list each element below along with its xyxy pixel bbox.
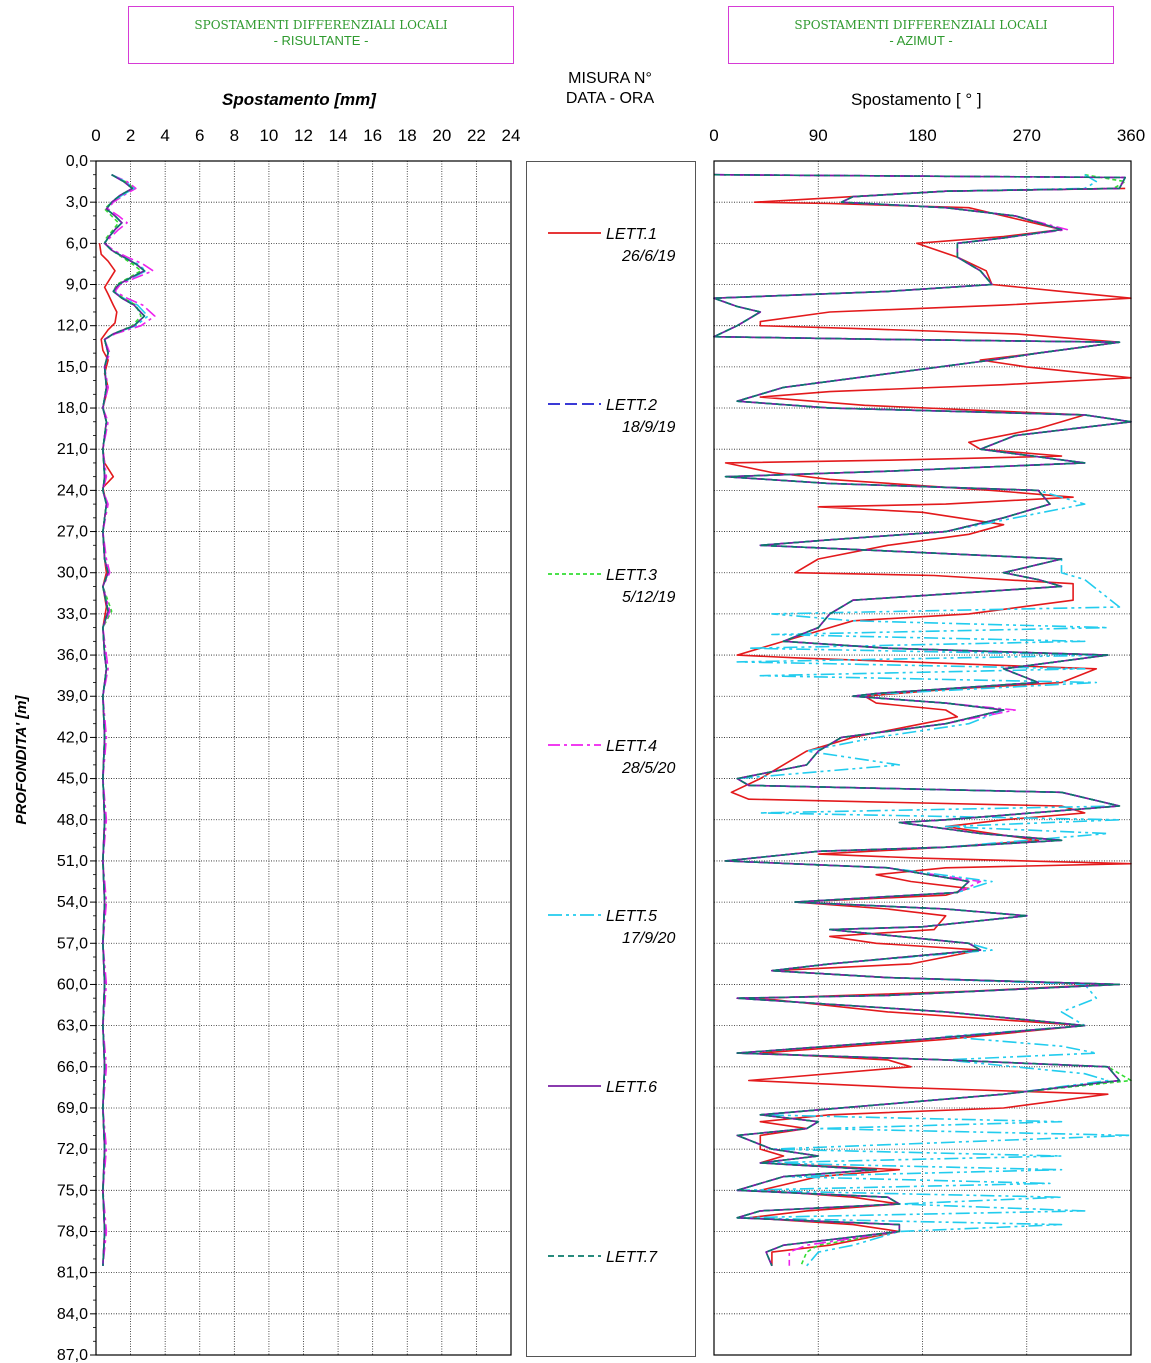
x-tick-label: 6 (195, 126, 204, 145)
y-tick-label: 3,0 (66, 194, 88, 211)
left-x-axis-title: Spostamento [mm] (222, 90, 376, 109)
plot-area (96, 161, 511, 1355)
x-tick-label: 2 (126, 126, 135, 145)
y-tick-label: 72,0 (57, 1141, 88, 1158)
legend-label-lett1: LETT.1 (606, 226, 657, 243)
y-tick-label: 0,0 (66, 153, 88, 170)
y-tick-label: 18,0 (57, 400, 88, 417)
y-tick-label: 6,0 (66, 235, 88, 252)
y-tick-label: 21,0 (57, 441, 88, 458)
x-tick-label: 0 (709, 126, 718, 145)
y-tick-label: 48,0 (57, 812, 88, 829)
y-tick-label: 63,0 (57, 1018, 88, 1035)
x-tick-label: 10 (259, 126, 278, 145)
plot-border (95, 160, 512, 1356)
legend-items: LETT.1 26/6/19 LETT.2 18/9/19 LETT.3 5/12/19 L… (548, 226, 675, 1266)
y-axis-title: PROFONDITA' [m] (13, 694, 30, 824)
legend-label-lett2: LETT.2 (606, 397, 657, 414)
y-tick-label: 12,0 (57, 318, 88, 335)
y-tick-label: 81,0 (57, 1265, 88, 1282)
x-tick-label: 24 (502, 126, 521, 145)
legend-label-lett5: LETT.5 (606, 908, 657, 925)
legend-header-line2: DATA - ORA (565, 90, 655, 107)
y-tick-label: 9,0 (66, 277, 88, 294)
x-tick-label: 20 (432, 126, 451, 145)
x-tick-label: 90 (809, 126, 828, 145)
y-tick-label: 69,0 (57, 1100, 88, 1117)
left-title-line1: SPOSTAMENTI DIFFERENZIALI LOCALI (194, 18, 448, 32)
x-tick-label: 12 (294, 126, 313, 145)
y-tick-label: 36,0 (57, 647, 88, 664)
legend-date-lett2: 18/9/19 (622, 419, 675, 436)
x-tick-label: 8 (230, 126, 239, 145)
y-tick-label: 60,0 (57, 976, 88, 993)
y-tick-label: 84,0 (57, 1306, 88, 1323)
y-tick-label: 45,0 (57, 771, 88, 788)
legend-label-lett6: LETT.6 (606, 1079, 657, 1096)
y-tick-label: 42,0 (57, 729, 88, 746)
x-tick-label: 18 (398, 126, 417, 145)
right-title-line1: SPOSTAMENTI DIFFERENZIALI LOCALI (794, 18, 1048, 32)
legend-header: MISURA N° DATA - ORA (530, 69, 690, 109)
x-tick-label: 360 (1117, 126, 1145, 145)
y-tick-label: 15,0 (57, 359, 88, 376)
x-tick-label: 14 (329, 126, 348, 145)
plot-border (713, 160, 1132, 1356)
legend-date-lett1: 26/6/19 (621, 248, 675, 265)
x-tick-label: 270 (1013, 126, 1041, 145)
y-tick-label: 78,0 (57, 1223, 88, 1240)
x-tick-label: 4 (160, 126, 169, 145)
x-tick-label: 0 (91, 126, 100, 145)
y-tick-label: 39,0 (57, 688, 88, 705)
right-title-line2: - AZIMUT - (889, 33, 953, 48)
series-line-lett7 (713, 173, 1132, 1267)
legend-label-lett4: LETT.4 (606, 738, 657, 755)
y-tick-label: 66,0 (57, 1059, 88, 1076)
legend-date-lett5: 17/9/20 (622, 930, 675, 947)
left-title-box: SPOSTAMENTI DIFFERENZIALI LOCALI - RISUL… (128, 6, 514, 64)
x-tick-label: 180 (908, 126, 936, 145)
x-tick-label: 22 (467, 126, 486, 145)
legend-label-lett7: LETT.7 (606, 1249, 658, 1266)
y-tick-label: 51,0 (57, 853, 88, 870)
y-tick-label: 24,0 (57, 482, 88, 499)
right-title-box: SPOSTAMENTI DIFFERENZIALI LOCALI - AZIMU… (728, 6, 1114, 64)
right-x-axis-title: Spostamento [ ° ] (851, 90, 982, 109)
legend-header-line1: MISURA N° (568, 70, 652, 87)
y-tick-label: 54,0 (57, 894, 88, 911)
y-tick-label: 87,0 (57, 1347, 88, 1363)
legend-label-lett3: LETT.3 (606, 567, 657, 584)
series-line-lett4 (102, 173, 156, 1266)
legend-date-lett4: 28/5/20 (621, 760, 675, 777)
y-tick-label: 27,0 (57, 524, 88, 541)
azimuth-chart: 0 90 180 270 360 (709, 126, 1145, 1356)
x-tick-label: 16 (363, 126, 382, 145)
legend-box (526, 161, 696, 1357)
y-tick-label: 57,0 (57, 935, 88, 952)
y-tick-label: 30,0 (57, 565, 88, 582)
legend-date-lett3: 5/12/19 (622, 589, 675, 606)
resultant-chart: 0,0 3,0 6,0 9,0 12,0 15,0 18,0 21,0 24,0 27,0 30,0… (57, 126, 521, 1363)
series-line-lett7 (102, 174, 146, 1266)
y-tick-label: 75,0 (57, 1182, 88, 1199)
y-tick-label: 33,0 (57, 606, 88, 623)
left-title-line2: - RISULTANTE - (273, 33, 369, 48)
